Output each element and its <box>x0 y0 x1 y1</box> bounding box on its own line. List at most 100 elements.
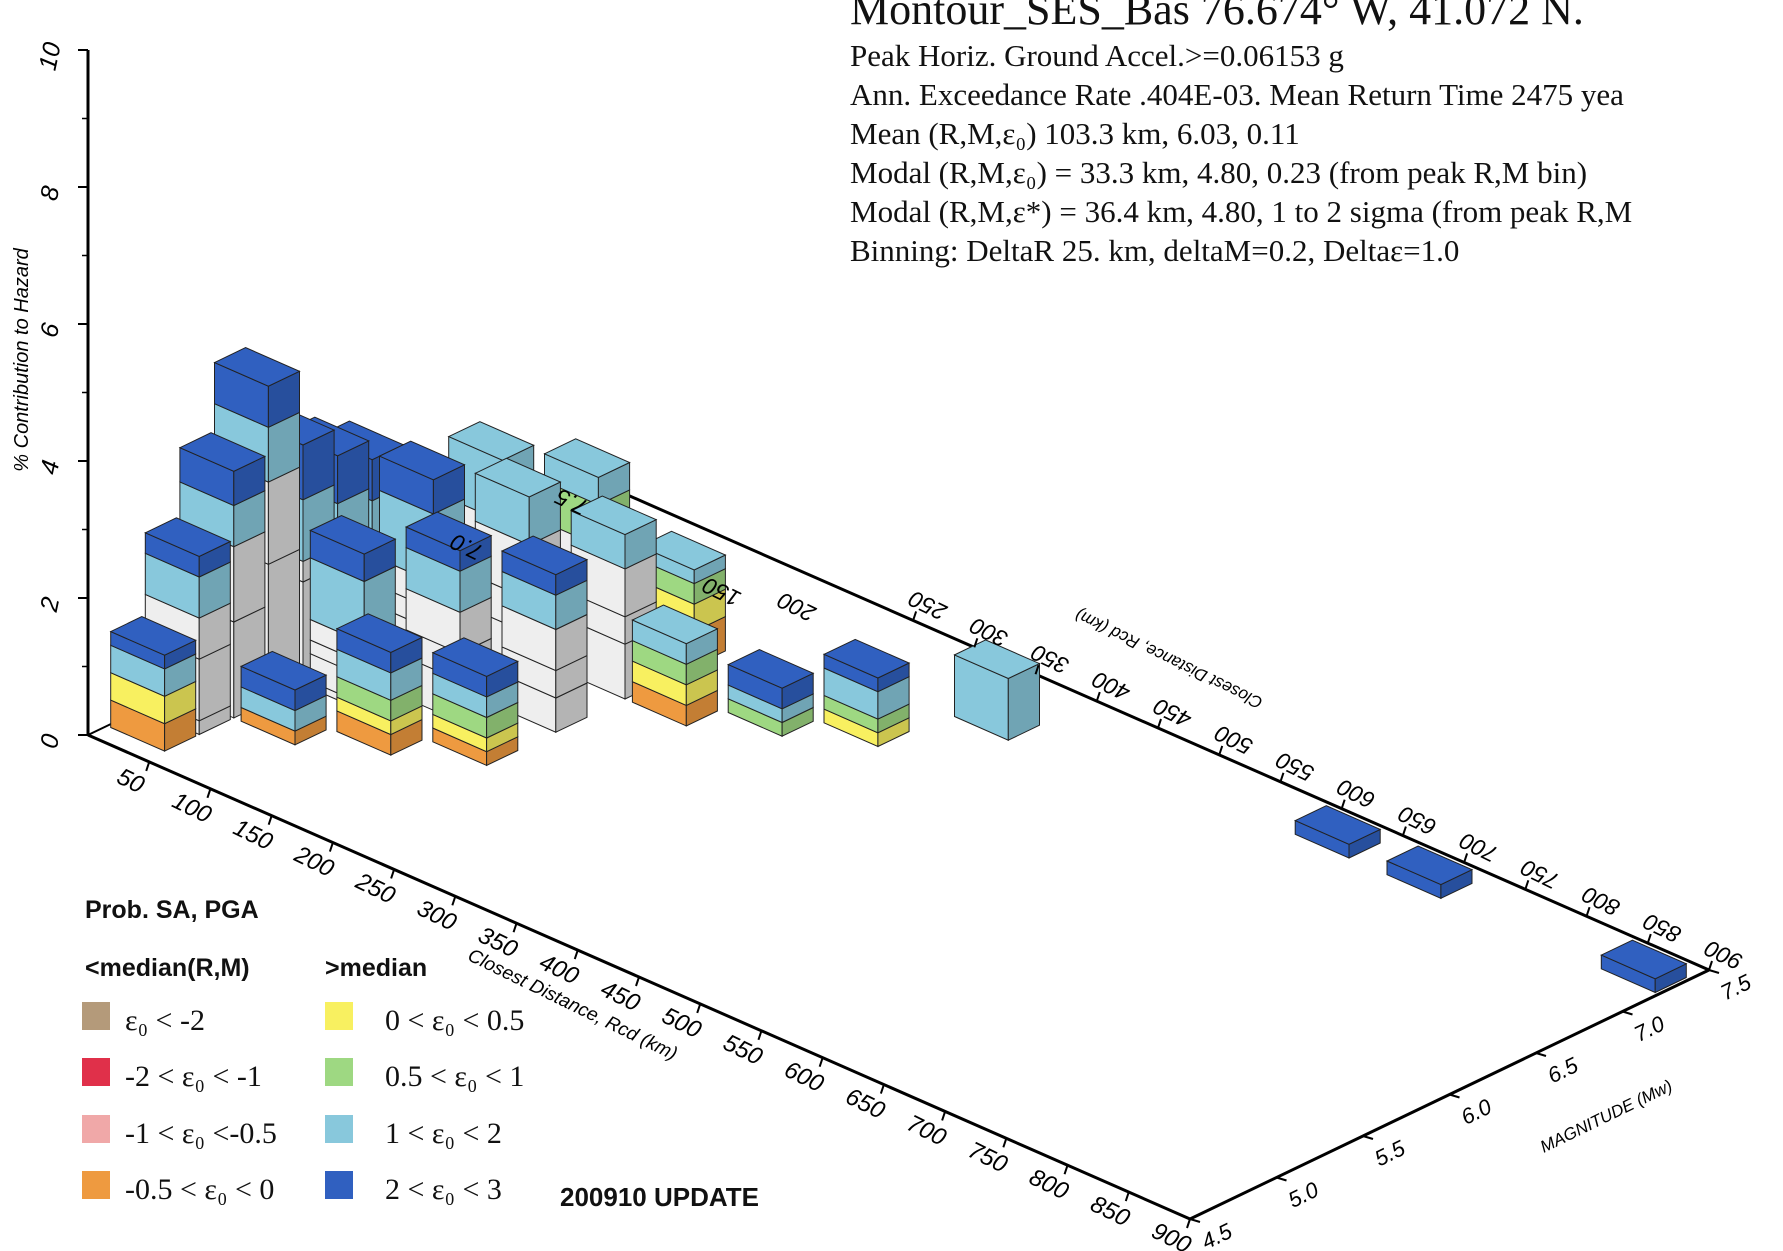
back-tick <box>1463 853 1469 863</box>
magnitude-tick <box>1622 1010 1633 1016</box>
back-tick <box>1646 933 1652 944</box>
magnitude-tick <box>1708 969 1720 974</box>
legend-label-eps-neg2-neg1: -2 < ε₀ < -1 <box>125 1060 262 1093</box>
bar-stack <box>1385 845 1474 900</box>
x-tick <box>451 896 457 906</box>
x-tick <box>1124 1191 1130 1202</box>
chart-header: Montour_SES_Bas 76.674° W, 41.072 N. Pea… <box>850 0 1783 270</box>
x-tick-label: 50 <box>113 763 149 799</box>
x-tick <box>145 761 151 772</box>
bar-segment-top <box>474 457 562 498</box>
bar-segment-top <box>178 432 267 472</box>
magnitude-axis-title: MAGNITUDE (Mw) <box>1537 1076 1675 1156</box>
legend-swatch-eps-0-05 <box>325 1002 353 1030</box>
back-tick <box>973 638 979 648</box>
bar-stack <box>631 604 719 727</box>
legend-swatch-eps-2-3 <box>325 1171 353 1199</box>
magnitude-tick-label: 6.0 <box>1457 1093 1496 1129</box>
x-tick <box>390 869 396 879</box>
legend-swatch-eps-neg1-neg05 <box>82 1115 110 1143</box>
back-tick <box>1340 799 1346 809</box>
legend-above-median-label: >median <box>325 954 428 982</box>
magnitude-tick-label: 6.5 <box>1543 1052 1582 1088</box>
y-tick-label: 2 <box>35 595 66 615</box>
bar-segment-top <box>431 637 519 677</box>
x-tick <box>1002 1138 1008 1148</box>
x-tick <box>879 1084 885 1094</box>
y-axis-title: % Contribution to Hazard <box>11 247 33 471</box>
back-tick <box>1095 691 1101 702</box>
header-line-pga: Peak Horiz. Ground Accel.>=0.06153 g <box>850 38 1344 73</box>
chart-bars <box>109 347 1688 994</box>
back-tick <box>1157 718 1162 729</box>
magnitude-tick <box>1449 1093 1460 1099</box>
header-line-modal-sigma: Modal (R,M,ε*) = 36.4 km, 4.80, 1 to 2 s… <box>850 194 1633 229</box>
bar-segment-top <box>631 604 719 645</box>
legend-label-eps-neg1-neg05: -1 < ε₀ <-0.5 <box>125 1117 277 1150</box>
magnitude-tick <box>1276 1176 1287 1182</box>
back-tick <box>1524 880 1530 890</box>
legend-label-eps-lt-neg2: ε₀ < -2 <box>125 1004 205 1037</box>
bar-segment-top <box>822 638 911 679</box>
bar-segment-top <box>335 613 424 653</box>
magnitude-tick <box>1535 1052 1547 1057</box>
y-tick-label: 8 <box>35 184 65 204</box>
bar-stack <box>500 535 589 733</box>
legend-label-eps-neg05-0: -0.5 < ε₀ < 0 <box>125 1173 275 1206</box>
legend-below-median-label: <median(R,M) <box>85 954 250 982</box>
x-tick <box>328 842 334 852</box>
bar-segment-top <box>213 347 301 387</box>
bar-segment-top <box>447 421 535 461</box>
bar-segment-top <box>404 511 493 552</box>
back-tick <box>1279 772 1285 783</box>
bar-segment-top <box>239 650 328 691</box>
bar-stack <box>953 639 1041 741</box>
bar-stack <box>1600 939 1688 994</box>
magnitude-tick <box>1189 1218 1201 1223</box>
x-tick <box>1186 1218 1191 1229</box>
legend-swatch-eps-05-1 <box>325 1058 353 1086</box>
back-tick <box>1708 960 1713 971</box>
bar-segment-top <box>1294 805 1382 845</box>
legend-label-eps-2-3: 2 < ε₀ < 3 <box>385 1173 502 1206</box>
y-tick-label: 10 <box>34 40 67 73</box>
header-line-exceedance: Ann. Exceedance Rate .404E-03. Mean Retu… <box>850 77 1624 112</box>
legend-swatch-eps-lt-neg2 <box>82 1002 110 1030</box>
back-tick <box>1034 664 1040 675</box>
legend-label-eps-0-05: 0 < ε₀ < 0.5 <box>385 1004 525 1037</box>
partial-back-label: 200 <box>773 587 820 628</box>
magnitude-tick-label: 7.5 <box>1716 969 1755 1005</box>
bar-segment-top <box>570 495 658 536</box>
bar-stack <box>109 616 197 752</box>
y-tick-label: 0 <box>35 732 65 752</box>
bar-stack <box>822 638 911 748</box>
bar-stack <box>335 613 424 756</box>
magnitude-tick-label: 5.0 <box>1284 1176 1323 1212</box>
back-tick <box>912 611 918 621</box>
header-line-mean: Mean (R,M,ε₀) 103.3 km, 6.03, 0.11 <box>850 116 1300 151</box>
legend-label-eps-05-1: 0.5 < ε₀ < 1 <box>385 1060 525 1093</box>
legend-title: Prob. SA, PGA <box>85 896 259 924</box>
x-tick <box>206 788 212 799</box>
legend-swatch-eps-neg2-neg1 <box>82 1058 110 1086</box>
update-label: 200910 UPDATE <box>560 1182 759 1212</box>
bar-segment-top <box>1385 845 1474 886</box>
bar-segment-side <box>233 531 266 623</box>
legend-label-eps-1-2: 1 < ε₀ < 2 <box>385 1117 502 1150</box>
back-tick <box>1585 906 1591 917</box>
bar-stack <box>1294 805 1382 859</box>
x-tick <box>696 1003 702 1014</box>
magnitude-tick-label: 7.0 <box>1630 1010 1669 1046</box>
bar-segment-top <box>109 616 197 656</box>
legend-swatch-eps-1-2 <box>325 1115 353 1143</box>
x-tick <box>635 976 640 987</box>
back-tick <box>1401 826 1407 836</box>
bar-segment-top <box>543 438 631 478</box>
chart-title: Montour_SES_Bas 76.674° W, 41.072 N. <box>850 0 1584 34</box>
bar-stack <box>727 649 815 737</box>
y-tick-label: 4 <box>35 458 65 477</box>
magnitude-tick <box>1362 1135 1374 1140</box>
x-tick <box>267 815 273 825</box>
bar-stack <box>431 637 519 767</box>
